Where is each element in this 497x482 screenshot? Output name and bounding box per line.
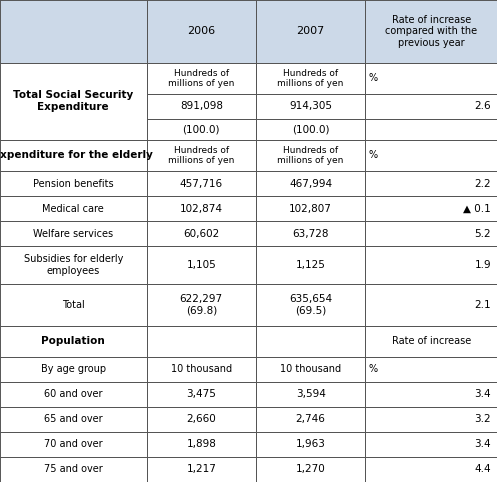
Text: 70 and over: 70 and over [44,440,102,449]
Text: 2.6: 2.6 [475,101,491,111]
Text: 3.2: 3.2 [475,415,491,425]
Text: (100.0): (100.0) [292,124,330,134]
Text: Rate of increase
compared with the
previous year: Rate of increase compared with the previ… [385,14,477,48]
Text: Welfare services: Welfare services [33,228,113,239]
Text: %: % [369,150,378,161]
Text: 467,994: 467,994 [289,179,332,188]
Text: 65 and over: 65 and over [44,415,102,425]
Text: (100.0): (100.0) [182,124,220,134]
Text: 63,728: 63,728 [292,228,329,239]
Text: 3,475: 3,475 [186,389,216,400]
Text: 10 thousand: 10 thousand [171,364,232,375]
Text: Medical care: Medical care [42,204,104,214]
Text: 1,105: 1,105 [186,260,216,270]
Text: 60,602: 60,602 [183,228,219,239]
Text: Total Social Security
Expenditure: Total Social Security Expenditure [13,91,133,112]
Text: Hundreds of
millions of yen: Hundreds of millions of yen [168,146,235,165]
Text: 457,716: 457,716 [180,179,223,188]
Text: 10 thousand: 10 thousand [280,364,341,375]
Text: 3,594: 3,594 [296,389,326,400]
Text: 622,297
(69.8): 622,297 (69.8) [180,294,223,315]
Text: 2007: 2007 [297,27,325,36]
Text: Total: Total [62,300,84,309]
Text: Expenditure for the elderly: Expenditure for the elderly [0,150,153,161]
Bar [147,0,256,63]
Text: 3.4: 3.4 [475,440,491,449]
Text: 3.4: 3.4 [475,389,491,400]
Text: Hundreds of
millions of yen: Hundreds of millions of yen [168,68,235,88]
Text: 1,963: 1,963 [296,440,326,449]
Text: 2.2: 2.2 [475,179,491,188]
Text: 102,874: 102,874 [180,204,223,214]
Text: 102,807: 102,807 [289,204,332,214]
Text: 2.1: 2.1 [475,300,491,309]
Bar [365,0,497,63]
Text: 891,098: 891,098 [180,101,223,111]
Text: 914,305: 914,305 [289,101,332,111]
Text: 635,654
(69.5): 635,654 (69.5) [289,294,332,315]
Text: 1,270: 1,270 [296,465,326,474]
Text: ▲ 0.1: ▲ 0.1 [463,204,491,214]
Text: 1,217: 1,217 [186,465,216,474]
Text: 4.4: 4.4 [475,465,491,474]
Text: Hundreds of
millions of yen: Hundreds of millions of yen [277,68,344,88]
Text: 1,125: 1,125 [296,260,326,270]
Bar [0,0,147,63]
Text: 5.2: 5.2 [475,228,491,239]
Text: Rate of increase: Rate of increase [392,336,471,346]
Text: 2,660: 2,660 [186,415,216,425]
Bar [256,0,365,63]
Text: 1.9: 1.9 [475,260,491,270]
Text: Pension benefits: Pension benefits [33,179,114,188]
Text: 2006: 2006 [187,27,215,36]
Text: %: % [369,73,378,83]
Text: 60 and over: 60 and over [44,389,102,400]
Text: Hundreds of
millions of yen: Hundreds of millions of yen [277,146,344,165]
Text: Subsidies for elderly
employees: Subsidies for elderly employees [24,254,123,276]
Text: 1,898: 1,898 [186,440,216,449]
Text: %: % [369,364,378,375]
Text: 2,746: 2,746 [296,415,326,425]
Text: By age group: By age group [41,364,106,375]
Text: 75 and over: 75 and over [44,465,103,474]
Text: Population: Population [41,336,105,346]
